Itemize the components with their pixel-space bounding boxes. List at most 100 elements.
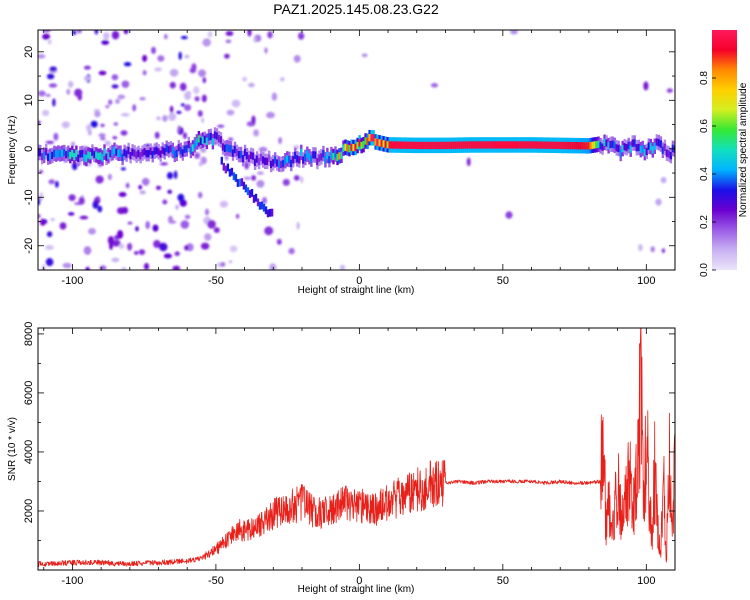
spectrogram-cell [396,141,399,149]
spectrogram-cell [203,135,207,143]
spectrogram-cell [625,144,628,152]
spectrogram-cell [517,141,520,149]
spectrogram-cell [569,141,572,150]
spectrogram-cell [131,148,134,156]
spectrogram-cell [280,77,285,82]
spectrogram-cell [181,149,184,157]
spectrogram-cell [466,157,471,167]
spectrogram-cell [258,201,262,210]
spectrogram-cell [326,152,329,160]
spectrogram-cell [346,144,349,152]
spectrogram-cell [543,141,546,149]
spectrogram-cell [260,153,263,162]
spectrogram-cell [38,120,41,125]
spectrogram-cell [147,150,150,158]
spectrogram-cell [669,152,673,160]
spectrogram-cell [103,148,106,156]
spectrogram-cell [244,184,248,193]
spectrogram-cell [139,190,146,195]
spectrogram-cell [87,151,90,159]
spectrogram-cell [85,154,88,163]
spectrogram-cell [119,149,122,157]
spectrogram-cell [332,152,335,161]
spectrogram-cell [67,212,75,216]
spectrogram-cell [647,142,650,150]
spectrogram-cell [78,196,85,205]
spectrogram-cell [270,208,274,217]
spectrogram-cell [177,125,181,133]
spectrogram-cell [660,177,667,184]
spectrogram-cell [213,227,220,233]
spectrogram-cell [535,141,538,149]
spectrogram-cell [239,150,243,159]
spectrogram-cell [121,206,129,214]
spectrogram-cell [127,242,133,251]
snr-x-axis-label: Height of straight line (km) [298,584,415,595]
spectrogram-cell [155,146,158,154]
spectrogram-cell [286,155,289,163]
spectrogram-cell [394,141,397,149]
spectrogram-cell [253,129,259,137]
spectrogram-cell [105,105,110,109]
spectrogram-cell [86,124,92,132]
spectrogram-cell [236,179,240,187]
spectrogram-cell [505,211,513,219]
spectrogram-cell [370,134,373,142]
spectrogram-cell [354,143,357,152]
colorbar-tick-label: 0.2 [699,215,710,229]
spectrogram-cell [480,141,484,149]
spectrogram-cell [559,141,562,150]
spectrogram-cell [412,141,415,149]
spectrogram-cell [452,141,456,149]
spectrogram-cell [229,145,233,153]
spectrogram-cell [641,144,644,153]
spectrogram-cell [304,153,307,162]
spectrogram-cell [50,217,55,222]
spectrogram-frame [37,29,676,271]
spectrogram-cell [282,178,290,186]
spectrogram-x-tick-label: -100 [61,275,83,287]
spectrogram-cell [187,140,190,149]
spectrogram-cell [352,143,355,152]
spectrogram-cell [585,142,588,150]
spectrogram-y-tick-label: 0 [23,146,35,152]
spectrogram-cell [276,159,279,167]
spectrogram-cell [121,267,126,270]
snr-y-ticks: 2000 4000 6000 8000 [23,322,675,571]
spectrogram-cell [539,141,542,149]
spectrogram-cell [107,152,110,160]
spectrogram-cell [495,141,498,149]
spectrogram-cell [152,224,159,232]
spectrogram-cell [71,149,74,158]
spectrogram-cell [53,149,56,157]
spectrogram-cell [200,242,210,250]
spectrogram-cell [205,137,209,145]
spectrogram-cell [117,94,126,100]
spectrogram-cell [663,143,667,151]
colorbar-tick-label: 0.6 [699,119,710,133]
spectrogram-cell [245,152,249,160]
spectrogram-cell [72,30,77,36]
spectrogram-cell [115,98,120,104]
spectrogram-cell [213,131,217,139]
spectrogram-cell [440,141,444,150]
spectrogram-cell [617,144,620,153]
spectrogram-cell [154,67,163,72]
spectrogram-cell [198,69,206,78]
spectrogram-ridge [38,127,675,218]
spectrogram-cell [527,141,530,149]
spectrogram-cell [408,141,411,149]
spectrogram-cell [448,141,452,149]
spectrogram-cell [129,152,132,160]
spectrogram-cell [139,97,146,101]
spectrogram-cell [240,178,244,186]
spectrogram-cell [55,150,58,158]
spectrogram-cell [330,151,333,159]
spectrogram-cell [138,249,146,256]
spectrogram-cell [537,141,540,149]
spectrogram-cell [294,151,297,159]
spectrogram-cell [505,141,508,149]
spectrogram-cell [40,218,46,226]
spectrogram-cell [113,146,116,154]
spectrogram-cell [490,141,494,149]
